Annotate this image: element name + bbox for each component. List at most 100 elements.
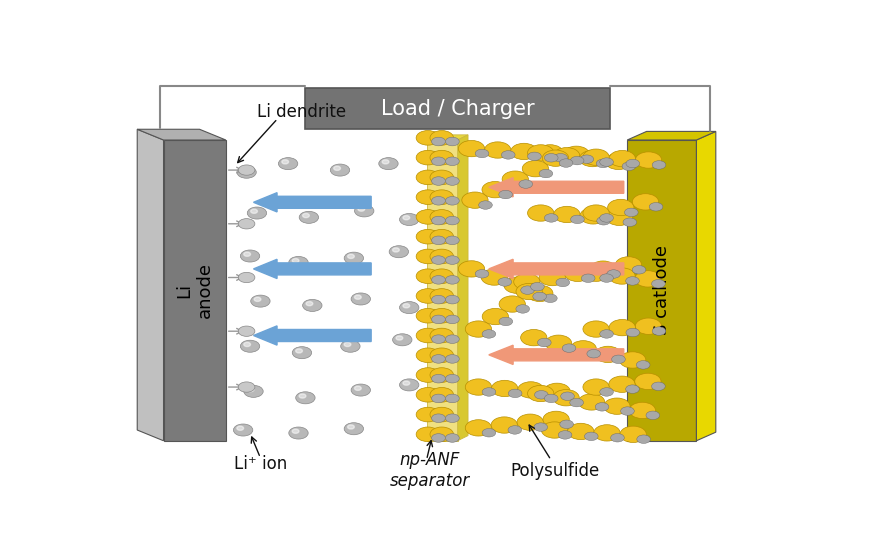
Circle shape [606, 209, 632, 225]
Circle shape [583, 205, 609, 221]
Circle shape [649, 203, 663, 211]
Circle shape [238, 382, 255, 392]
Circle shape [247, 207, 267, 219]
Circle shape [431, 157, 446, 166]
Circle shape [626, 159, 639, 168]
Circle shape [446, 355, 459, 363]
Circle shape [632, 266, 646, 274]
Circle shape [233, 424, 253, 436]
Circle shape [583, 149, 609, 165]
Circle shape [330, 164, 350, 176]
Polygon shape [163, 140, 226, 441]
Circle shape [635, 318, 662, 334]
Polygon shape [427, 135, 468, 140]
Circle shape [238, 165, 255, 175]
Circle shape [544, 294, 557, 302]
Circle shape [465, 420, 491, 436]
Circle shape [482, 181, 508, 198]
Circle shape [465, 379, 491, 395]
Text: Polysulfide: Polysulfide [510, 462, 599, 480]
Circle shape [528, 145, 554, 161]
Circle shape [351, 293, 371, 305]
Circle shape [635, 271, 661, 287]
Circle shape [279, 157, 297, 170]
Circle shape [430, 269, 454, 283]
Circle shape [431, 315, 446, 324]
Circle shape [446, 196, 459, 205]
Circle shape [533, 292, 547, 301]
Circle shape [341, 340, 360, 352]
Circle shape [605, 153, 631, 170]
Circle shape [491, 417, 517, 433]
Circle shape [620, 352, 646, 368]
Circle shape [499, 296, 525, 312]
Circle shape [558, 431, 572, 439]
FancyArrow shape [488, 259, 623, 278]
Circle shape [499, 317, 513, 326]
Circle shape [597, 159, 610, 168]
Circle shape [399, 214, 419, 225]
Circle shape [389, 246, 408, 258]
Circle shape [416, 288, 439, 304]
Circle shape [431, 355, 446, 363]
Circle shape [534, 423, 547, 431]
Circle shape [481, 269, 507, 285]
Circle shape [600, 274, 613, 282]
Circle shape [416, 150, 439, 165]
Circle shape [570, 398, 583, 407]
Circle shape [594, 425, 620, 441]
Polygon shape [627, 131, 716, 140]
Circle shape [539, 270, 565, 286]
Circle shape [491, 381, 518, 397]
Circle shape [508, 426, 522, 434]
Text: Li
anode: Li anode [175, 262, 214, 319]
Circle shape [416, 348, 439, 363]
Polygon shape [697, 131, 716, 441]
Circle shape [479, 201, 492, 209]
Circle shape [446, 394, 459, 403]
Circle shape [554, 153, 567, 162]
Circle shape [251, 209, 257, 213]
Circle shape [626, 385, 639, 393]
Circle shape [485, 142, 511, 158]
Circle shape [238, 326, 255, 336]
Circle shape [446, 374, 459, 383]
Circle shape [580, 155, 594, 163]
Circle shape [431, 217, 446, 225]
Circle shape [537, 145, 563, 161]
Circle shape [528, 205, 554, 221]
Circle shape [482, 330, 496, 338]
Polygon shape [427, 140, 458, 441]
Circle shape [416, 131, 439, 145]
Circle shape [446, 236, 459, 244]
Circle shape [637, 360, 650, 369]
Circle shape [564, 265, 591, 281]
Circle shape [583, 321, 609, 337]
Circle shape [539, 169, 553, 178]
Circle shape [430, 170, 454, 185]
Circle shape [240, 340, 260, 352]
Circle shape [416, 368, 439, 382]
Circle shape [416, 170, 439, 185]
Circle shape [355, 205, 374, 217]
FancyArrow shape [254, 259, 371, 278]
Circle shape [416, 309, 439, 323]
Circle shape [237, 166, 256, 178]
Circle shape [501, 151, 515, 159]
Circle shape [581, 274, 595, 282]
Circle shape [538, 338, 551, 347]
Circle shape [292, 258, 299, 263]
Circle shape [446, 217, 459, 225]
Circle shape [292, 429, 299, 434]
Circle shape [571, 215, 584, 224]
Circle shape [630, 402, 655, 418]
Circle shape [600, 158, 613, 166]
Circle shape [431, 335, 446, 343]
Circle shape [609, 320, 636, 336]
Circle shape [545, 153, 558, 162]
Circle shape [446, 137, 459, 146]
Circle shape [530, 282, 544, 291]
Circle shape [504, 277, 530, 294]
Circle shape [462, 192, 488, 208]
Circle shape [535, 391, 548, 399]
